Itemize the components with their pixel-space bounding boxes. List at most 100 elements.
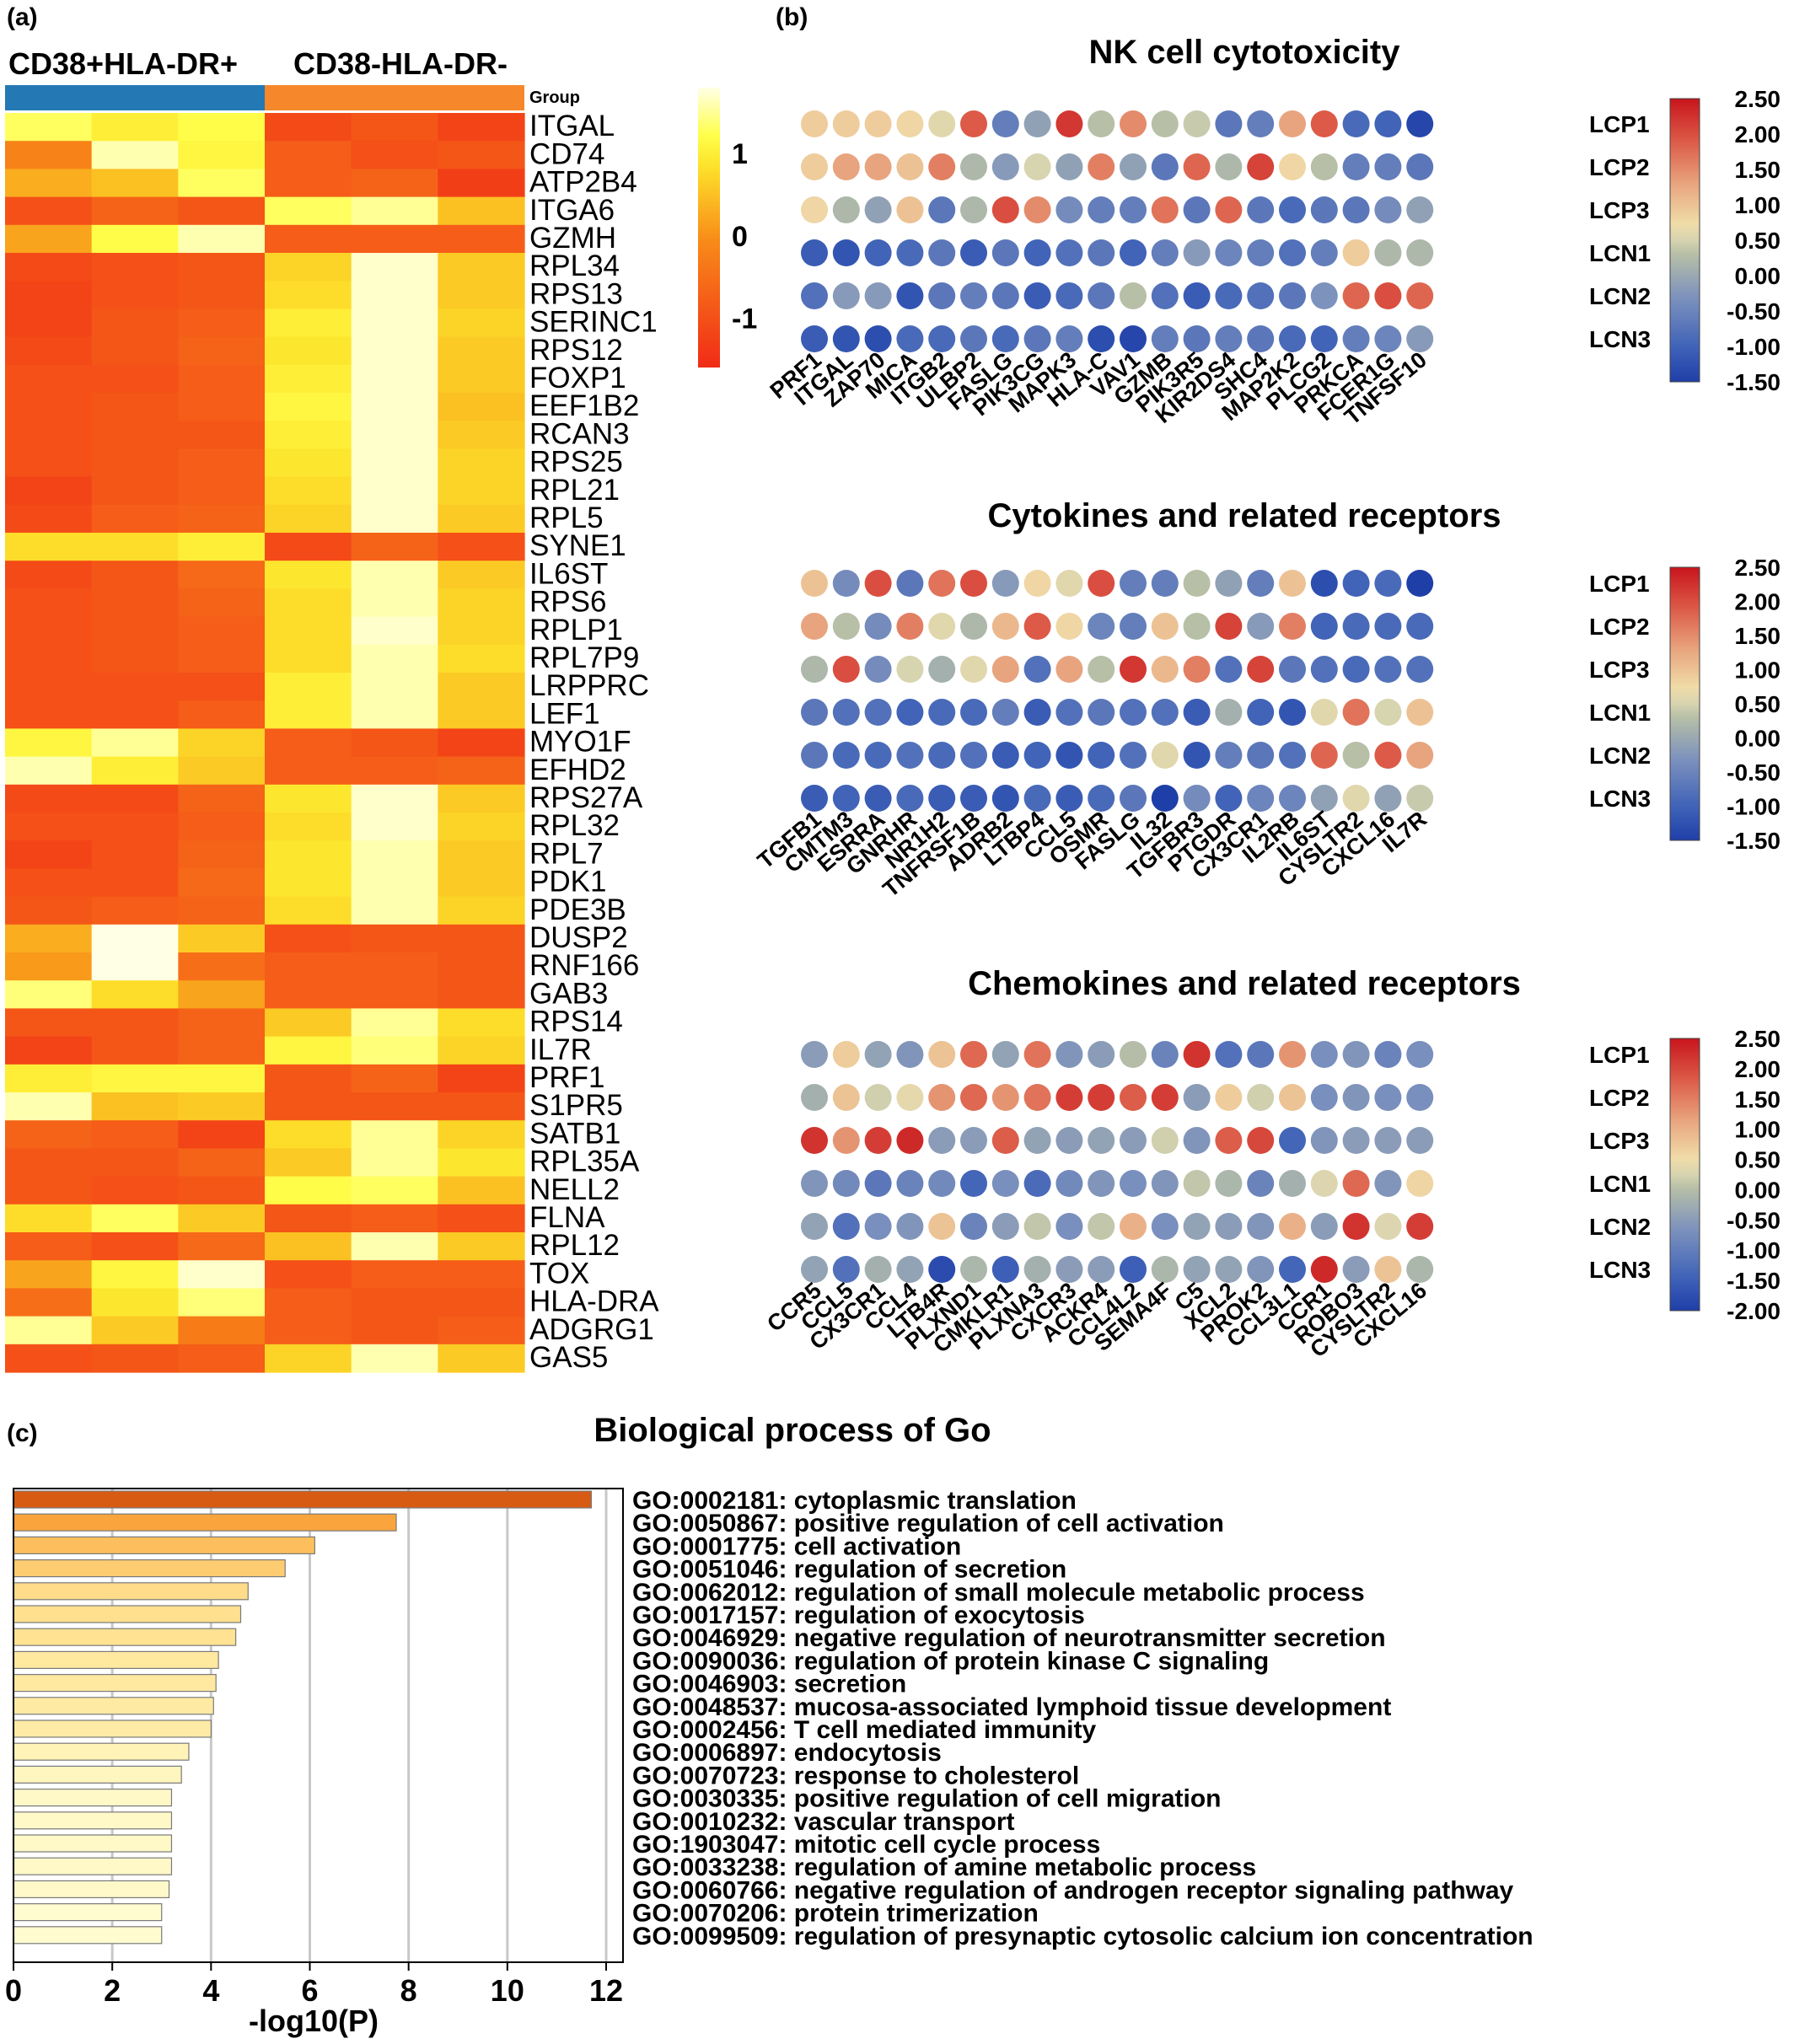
heatmap-cell (91, 1008, 179, 1038)
dot (1023, 110, 1051, 137)
heatmap-cell (351, 588, 438, 618)
dot (1183, 1256, 1211, 1283)
heatmap-cell (5, 1064, 93, 1093)
dot (1183, 1127, 1211, 1154)
dot (1055, 1084, 1083, 1111)
heatmap-cell (438, 1316, 525, 1345)
bar-x-tick-label: 6 (301, 1973, 318, 2008)
dot (1279, 613, 1306, 640)
panel-label-a: (a) (7, 3, 38, 31)
heatmap-cell (5, 1176, 93, 1205)
dot (1215, 785, 1243, 812)
dot (991, 282, 1019, 309)
heatmap-cell (351, 1148, 438, 1178)
heatmap-cell (438, 1064, 525, 1093)
heatmap-gene-label: ITGAL (529, 110, 615, 142)
heatmap-cell (5, 784, 93, 813)
dot (1055, 239, 1083, 266)
dot (832, 613, 860, 640)
heatmap-cell (351, 673, 438, 701)
heatmap-cell (265, 673, 352, 701)
heatmap-cell (91, 561, 179, 589)
heatmap-cell (5, 448, 93, 478)
heatmap-cell (265, 224, 352, 254)
heatmap-cell (351, 504, 438, 534)
dotplot-colorbar-bar (1669, 98, 1700, 383)
heatmap-cell (178, 476, 266, 506)
dot (1183, 613, 1211, 640)
dot (928, 1084, 956, 1111)
heatmap-gene-label: GAB3 (529, 977, 608, 1010)
heatmap-cell (351, 253, 438, 282)
dot (1247, 1084, 1275, 1111)
heatmap-cell (438, 616, 525, 646)
heatmap-cell (265, 924, 352, 953)
bar-x-axis-label: -log10(P) (249, 2004, 379, 2038)
heatmap-cell (438, 588, 525, 618)
dot (1055, 1127, 1083, 1154)
dot (1023, 1127, 1051, 1154)
heatmap-cell (351, 196, 438, 226)
heatmap-cell (351, 1036, 438, 1065)
heatmap-cell (351, 868, 438, 898)
bar (13, 1811, 173, 1830)
heatmap-cell (438, 253, 525, 282)
dot (1279, 153, 1306, 180)
dot (1279, 785, 1306, 812)
bar-plot-frame (13, 1488, 624, 1963)
dot (1120, 239, 1147, 266)
heatmap-cell (438, 644, 525, 673)
dot (1055, 196, 1083, 223)
dot (1310, 110, 1338, 137)
heatmap-cell (351, 1008, 438, 1038)
dot (896, 1213, 924, 1240)
heatmap-cell (91, 1288, 179, 1317)
dot (1374, 656, 1402, 683)
dot (1279, 325, 1306, 352)
dot (1120, 1256, 1147, 1283)
bar-category-label: GO:0090036: regulation of protein kinase… (632, 1647, 1269, 1675)
dot-row-label: LCP1 (1589, 571, 1650, 597)
dot (832, 785, 860, 812)
heatmap-cell (178, 1344, 266, 1373)
heatmap-cell (438, 281, 525, 309)
heatmap-cell (91, 868, 179, 898)
heatmap-cell (265, 336, 352, 366)
heatmap-cell (178, 840, 266, 869)
heatmap-cell (265, 784, 352, 813)
heatmap-cell (265, 980, 352, 1009)
heatmap-cell (351, 308, 438, 338)
dot-row-label: LCN2 (1589, 1214, 1651, 1240)
dot (1279, 699, 1306, 726)
dot (960, 613, 987, 640)
heatmap-gene-label: EFHD2 (529, 754, 626, 786)
dot (1151, 196, 1179, 223)
dot (1406, 282, 1434, 309)
dot (896, 1170, 924, 1197)
dot (1120, 1084, 1147, 1111)
heatmap-cell (351, 700, 438, 729)
dot (832, 570, 860, 597)
dot (832, 1127, 860, 1154)
dotplot-colorbar-tick: -0.50 (1727, 1207, 1781, 1233)
group-bar-positive (5, 85, 265, 110)
heatmap-cell (178, 1036, 266, 1065)
heatmap-cell (178, 952, 266, 981)
dot (832, 742, 860, 769)
dot (1183, 153, 1211, 180)
dot (1374, 196, 1402, 223)
heatmap-gene-label: TOX (529, 1257, 589, 1290)
heatmap-cell (438, 196, 525, 226)
dot (1279, 1041, 1306, 1068)
heatmap-cell (438, 1288, 525, 1317)
heatmap-cell (265, 253, 352, 282)
dot (1342, 110, 1370, 137)
heatmap-cell (5, 476, 93, 506)
dot (1088, 239, 1115, 266)
dot (1023, 1041, 1051, 1068)
dot (1151, 1256, 1179, 1283)
heatmap-cell (351, 393, 438, 421)
bar-category-label: GO:0070723: response to cholesterol (632, 1762, 1079, 1789)
dot (1310, 785, 1338, 812)
dot (1023, 1256, 1051, 1283)
